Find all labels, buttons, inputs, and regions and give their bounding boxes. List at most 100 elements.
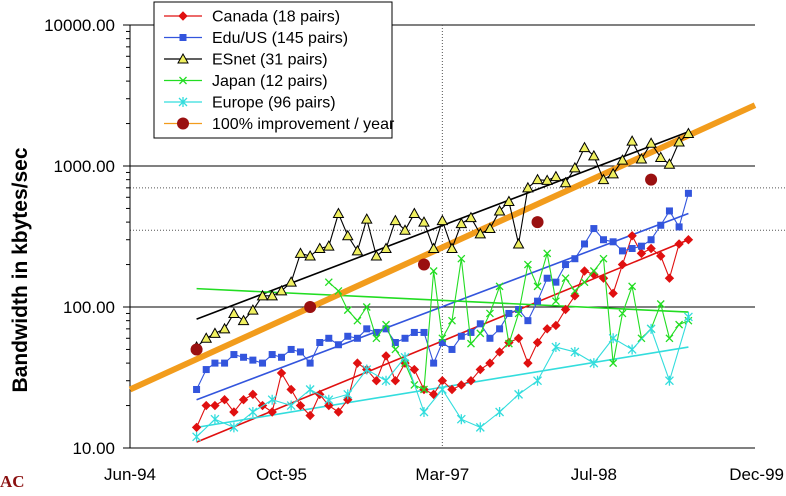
point-triangle: [474, 227, 487, 239]
point-x: [420, 385, 428, 394]
point-triangle: [418, 216, 430, 227]
y-axis-label: Bandwidth in kbytes/sec: [9, 147, 32, 392]
point-square: [476, 320, 484, 328]
point-triangle: [616, 154, 629, 165]
point-x: [570, 286, 579, 295]
series-europe: [192, 311, 693, 442]
point-square: [391, 339, 399, 347]
point-star: [178, 97, 188, 107]
legend-label-esnet: ESnet (31 pairs): [212, 52, 328, 69]
point-star: [646, 323, 656, 334]
data-series: [190, 127, 695, 442]
point-diamond: [513, 333, 524, 343]
point-x: [324, 278, 333, 287]
point-star: [210, 414, 220, 425]
point-diamond: [532, 337, 543, 348]
point-triangle: [484, 222, 496, 234]
point-star: [570, 346, 580, 357]
point-square: [230, 351, 238, 359]
point-diamond: [229, 407, 239, 417]
x-tick-label: Mar-97: [415, 465, 469, 484]
point-x: [467, 339, 475, 348]
point-star: [475, 422, 485, 433]
point-diamond: [295, 400, 306, 411]
point-diamond: [485, 358, 495, 368]
point-diamond: [210, 400, 220, 411]
point-diamond: [201, 400, 211, 411]
point-diamond: [447, 384, 457, 395]
point-x: [353, 316, 362, 325]
point-star: [533, 375, 543, 386]
point-square: [193, 385, 201, 393]
point-circle: [190, 343, 203, 356]
point-diamond: [343, 395, 353, 405]
x-tick-label: Jun-94: [104, 465, 156, 484]
point-star: [343, 389, 353, 400]
point-square: [486, 334, 494, 342]
point-square: [448, 345, 456, 353]
point-triangle: [522, 181, 534, 193]
point-triangle: [559, 176, 572, 188]
point-diamond: [324, 400, 334, 411]
point-triangle: [285, 276, 297, 287]
legend: Canada (18 pairs) Edu/US (145 pairs) ESnet…: [153, 1, 395, 139]
point-triangle: [332, 207, 345, 219]
point-star: [437, 384, 447, 395]
point-triangle: [389, 214, 402, 226]
point-triangle: [304, 249, 316, 261]
point-square: [430, 359, 438, 367]
legend-label-japan: Japan (12 pairs): [212, 73, 328, 90]
point-x: [372, 334, 381, 343]
point-star: [305, 384, 315, 395]
point-x: [533, 282, 542, 291]
point-star: [324, 394, 334, 405]
trendline-edu: [196, 212, 689, 401]
point-x: [495, 282, 504, 291]
point-diamond: [428, 389, 439, 400]
point-triangle: [588, 149, 600, 161]
point-square: [552, 278, 560, 286]
point-square: [524, 317, 532, 325]
point-square: [221, 359, 229, 367]
point-diamond: [286, 384, 296, 395]
point-triangle: [682, 127, 695, 139]
point-circle: [177, 117, 189, 130]
point-triangle: [635, 153, 648, 164]
point-diamond: [608, 288, 618, 299]
point-square: [325, 334, 333, 342]
point-star: [381, 375, 391, 386]
point-triangle: [247, 304, 259, 315]
point-square: [202, 366, 210, 374]
point-square: [287, 345, 295, 353]
point-x: [343, 306, 352, 315]
point-triangle: [493, 204, 506, 216]
point-triangle: [177, 52, 189, 64]
point-triangle: [341, 229, 354, 241]
point-x: [514, 309, 523, 318]
point-x: [457, 254, 466, 263]
point-square: [249, 356, 257, 364]
point-star: [192, 431, 202, 442]
series-edu: [193, 189, 692, 393]
point-triangle: [370, 249, 383, 261]
point-square: [179, 34, 187, 41]
x-tick-label: Dec-99: [729, 465, 784, 484]
point-square: [259, 359, 267, 367]
point-x: [656, 300, 665, 308]
series-improvement: [190, 173, 658, 356]
point-x: [551, 297, 560, 306]
point-diamond: [683, 235, 694, 245]
point-triangle: [380, 242, 392, 253]
trendline-improvement: [128, 102, 757, 393]
point-diamond: [579, 266, 590, 276]
point-square: [410, 328, 418, 336]
legend-label-edu: Edu/US (145 pairs): [212, 30, 348, 47]
point-square: [457, 332, 465, 340]
point-x: [391, 345, 400, 354]
point-x: [523, 260, 532, 269]
point-diamond: [409, 364, 420, 375]
point-square: [581, 240, 589, 248]
point-square: [401, 334, 409, 342]
point-square: [665, 207, 673, 215]
point-triangle: [228, 307, 240, 318]
